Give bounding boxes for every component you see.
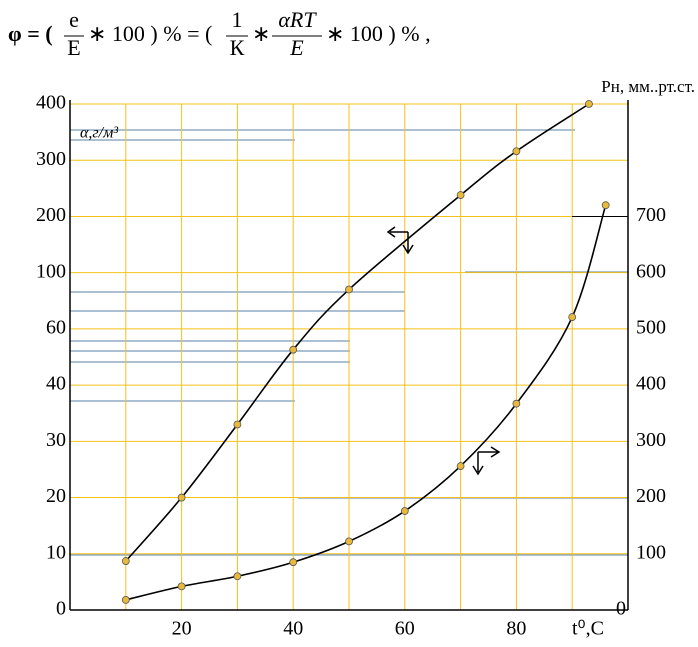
y-tick-label: 40 — [46, 373, 66, 395]
y2-tick-label: 400 — [636, 373, 666, 395]
series-line — [125, 204, 607, 601]
formula-text: e — [69, 7, 79, 32]
y2-tick-label: 600 — [636, 260, 666, 282]
data-point — [345, 537, 353, 546]
formula-text: К — [230, 35, 245, 60]
y-tick-label: 300 — [36, 148, 66, 170]
y2-tick-label: 100 — [636, 541, 666, 563]
axis-arrow — [472, 446, 501, 476]
data-point — [456, 191, 465, 199]
y-tick-label: 100 — [36, 260, 66, 282]
y-tick-label: 200 — [36, 204, 66, 226]
data-point — [121, 557, 130, 565]
data-point — [400, 507, 409, 515]
data-point — [177, 582, 186, 591]
data-point — [233, 572, 242, 581]
formula: φ = ( e E ∗ 100 ) % = ( 1 К ∗ αRT E ∗ 10… — [8, 7, 431, 60]
formula-text: ∗ 100 ) % , — [326, 21, 431, 46]
x-tick-label: 40 — [283, 618, 303, 640]
data-point — [601, 201, 610, 210]
formula-text: E — [67, 35, 80, 60]
y-tick-label: 20 — [46, 485, 66, 507]
data-point — [512, 147, 521, 156]
data-point — [177, 493, 186, 502]
x-tick-label: 60 — [395, 618, 415, 640]
formula-text: 1 — [232, 7, 243, 32]
y-axis-label: α,г/м³ — [80, 125, 118, 142]
y2-tick-label: 700 — [636, 204, 666, 226]
y-tick-label: 0 — [56, 598, 66, 620]
y-tick-label: 400 — [36, 92, 66, 114]
data-point — [289, 558, 298, 567]
axis-arrow — [386, 226, 414, 255]
y-tick-label: 60 — [46, 316, 66, 338]
data-point — [512, 399, 521, 408]
data-point — [289, 345, 298, 354]
data-point — [233, 420, 242, 429]
data-point — [345, 285, 353, 294]
y2-tick-label: 500 — [636, 316, 666, 338]
y2-tick-label: 0 — [616, 598, 626, 620]
series-line — [125, 103, 590, 562]
data-point — [121, 595, 130, 604]
formula-text: ∗ 100 ) % = ( — [88, 21, 212, 46]
formula-text: ∗ — [252, 21, 270, 46]
x-tick-label: 20 — [172, 618, 192, 640]
y2-tick-label: 300 — [636, 429, 666, 451]
plot: 20 40 60 80 0 10 20 30 40 60 100 200 300 400 0 100 200 30… — [36, 77, 695, 640]
formula-text: φ = ( — [8, 21, 53, 46]
x-tick-label: 80 — [506, 618, 526, 640]
y-tick-label: 10 — [46, 541, 66, 563]
y2-tick-label: 200 — [636, 485, 666, 507]
formula-text: αRT — [278, 7, 317, 32]
formula-text: E — [289, 35, 304, 60]
data-point — [585, 100, 593, 108]
y-tick-label: 30 — [46, 429, 66, 451]
data-point — [456, 462, 465, 470]
y2-axis-label: Pн, мм..рт.ст. — [601, 77, 695, 96]
x-axis-label: t⁰,С — [572, 618, 604, 640]
data-point — [568, 313, 577, 321]
